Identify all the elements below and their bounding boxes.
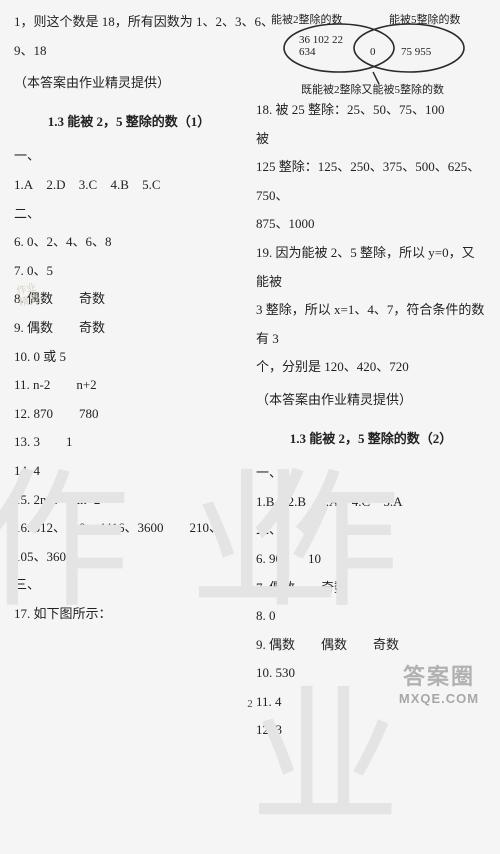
venn-bottom-label: 既能被2整除又能被5整除的数 xyxy=(301,78,444,102)
group-label: 二、 xyxy=(14,200,244,229)
answer: 1.A xyxy=(14,171,33,200)
page: 1，则这个数是 18，所有因数为 1、2、3、6、 9、18 （本答案由作业精灵… xyxy=(0,0,500,716)
text-line: 6. 90 10 xyxy=(256,545,486,574)
text-line: 个，分别是 120、420、720 xyxy=(256,353,486,382)
text-line: 3 整除，所以 x=1、4、7，符合条件的数有 3 xyxy=(256,296,486,353)
text-line: 10. 530 xyxy=(256,659,486,688)
page-number: 2 xyxy=(0,698,500,710)
section-title: 1.3 能被 2，5 整除的数（2） xyxy=(256,425,486,454)
answer: 3.A xyxy=(319,488,338,517)
provider-note: （本答案由作业精灵提供） xyxy=(14,69,244,98)
text-line: 12. 3 xyxy=(256,716,486,745)
answer-row: 1.B 2.B 3.A 4.C 5.A xyxy=(256,488,486,517)
text-line: 8. 偶数 奇数 xyxy=(14,285,244,314)
answer: 1.B xyxy=(256,488,274,517)
group-label: 二、 xyxy=(256,516,486,545)
answer: 2.D xyxy=(46,171,65,200)
text-line: 1，则这个数是 18，所有因数为 1、2、3、6、 xyxy=(14,8,244,37)
group-label: 三、 xyxy=(14,571,244,600)
answer-row: 1.A 2.D 3.C 4.B 5.C xyxy=(14,171,244,200)
answer: 5.A xyxy=(383,488,402,517)
answer: 4.C xyxy=(352,488,370,517)
text-line: 13. 3 1 xyxy=(14,428,244,457)
answer: 3.C xyxy=(79,171,97,200)
text-line: 125 整除：125、250、375、500、625、750、 xyxy=(256,153,486,210)
text-line: 7. 0、5 xyxy=(14,257,244,286)
group-label: 一、 xyxy=(256,459,486,488)
venn-left-values: 36 102 22 634 xyxy=(299,34,359,58)
left-column: 1，则这个数是 18，所有因数为 1、2、3、6、 9、18 （本答案由作业精灵… xyxy=(0,0,250,716)
text-line: 18. 被 25 整除：25、50、75、100 被 xyxy=(256,96,486,153)
text-line: 7. 偶数 奇数 xyxy=(256,574,486,603)
text-line: 12. 870 780 xyxy=(14,400,244,429)
right-column: 能被2整除的数 能被5整除的数 36 102 22 634 0 75 955 既… xyxy=(250,0,500,716)
answer: 2.B xyxy=(288,488,306,517)
text-line: 15. 2n-2 2n+2 xyxy=(14,486,244,515)
venn-right-title: 能被5整除的数 xyxy=(389,8,461,32)
text-line: 9、18 xyxy=(14,37,244,66)
text-line: 8. 0 xyxy=(256,602,486,631)
text-line: 17. 如下图所示： xyxy=(14,600,244,629)
text-line: 9. 偶数 偶数 奇数 xyxy=(256,631,486,660)
text-line: 19. 因为能被 2、5 整除，所以 y=0，又能被 xyxy=(256,239,486,296)
text-line: 16. 312、210、4416、3600 210、105、3600 xyxy=(14,514,244,571)
text-line: 9. 偶数 奇数 xyxy=(14,314,244,343)
text-line: 10. 0 或 5 xyxy=(14,343,244,372)
section-title: 1.3 能被 2，5 整除的数（1） xyxy=(14,108,244,137)
text-line: 6. 0、2、4、6、8 xyxy=(14,228,244,257)
venn-left-title: 能被2整除的数 xyxy=(271,8,343,32)
provider-note: （本答案由作业精灵提供） xyxy=(256,386,486,415)
group-label: 一、 xyxy=(14,142,244,171)
venn-right-values: 75 955 xyxy=(401,40,431,64)
venn-mid-values: 0 xyxy=(370,40,376,64)
text-line: 11. n-2 n+2 xyxy=(14,371,244,400)
answer: 5.C xyxy=(142,171,160,200)
text-line: 875、1000 xyxy=(256,210,486,239)
text-line: 14. 4 xyxy=(14,457,244,486)
answer: 4.B xyxy=(110,171,128,200)
venn-diagram: 能被2整除的数 能被5整除的数 36 102 22 634 0 75 955 既… xyxy=(261,10,481,90)
